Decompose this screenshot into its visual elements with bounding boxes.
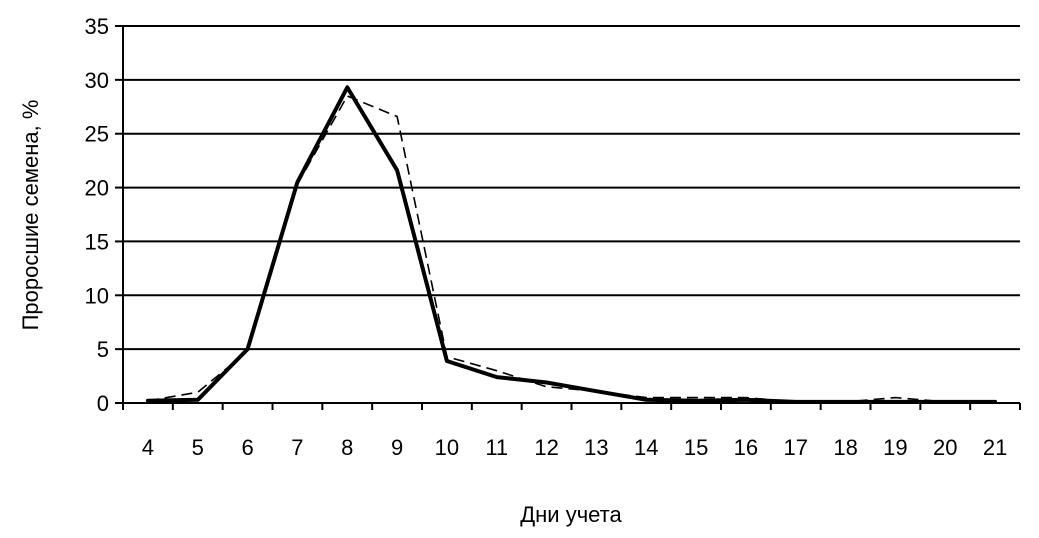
series-line-dashed — [147, 95, 996, 403]
x-tick-label: 21 — [983, 435, 1007, 460]
series-lines — [145, 85, 998, 404]
x-tick-label: 7 — [291, 435, 303, 460]
x-tick-label: 18 — [833, 435, 857, 460]
x-tick-label: 4 — [142, 435, 154, 460]
x-tick-label: 14 — [634, 435, 658, 460]
y-tick-label: 15 — [85, 229, 109, 254]
y-tick-label: 10 — [85, 283, 109, 308]
axes — [115, 25, 1021, 410]
x-tick-label: 15 — [684, 435, 708, 460]
x-tick-label: 12 — [534, 435, 558, 460]
x-axis-title: Дни учета — [520, 502, 622, 527]
y-tick-label: 20 — [85, 176, 109, 201]
y-tick-label: 5 — [97, 337, 109, 362]
x-tick-label: 9 — [391, 435, 403, 460]
x-tick-label: 19 — [883, 435, 907, 460]
y-axis-title: Проросшие семена, % — [18, 100, 43, 331]
y-tick-label: 25 — [85, 122, 109, 147]
grid — [123, 25, 1020, 351]
x-tick-label: 5 — [192, 435, 204, 460]
y-tick-label: 30 — [85, 68, 109, 93]
x-tick-label: 16 — [734, 435, 758, 460]
x-tick-label: 8 — [341, 435, 353, 460]
x-tick-label: 6 — [241, 435, 253, 460]
y-tick-label: 35 — [85, 14, 109, 39]
x-tick-label: 11 — [485, 435, 508, 460]
tick-labels: 0 5 10 15 20 25 30 35 4 5 6 7 8 9 10 11 12 13 14 15 16 17 18 19… — [85, 14, 1008, 460]
x-tick-label: 13 — [584, 435, 608, 460]
x-tick-label: 17 — [784, 435, 808, 460]
y-tick-label: 0 — [97, 391, 109, 416]
x-tick-label: 20 — [933, 435, 957, 460]
x-tick-label: 10 — [435, 435, 459, 460]
